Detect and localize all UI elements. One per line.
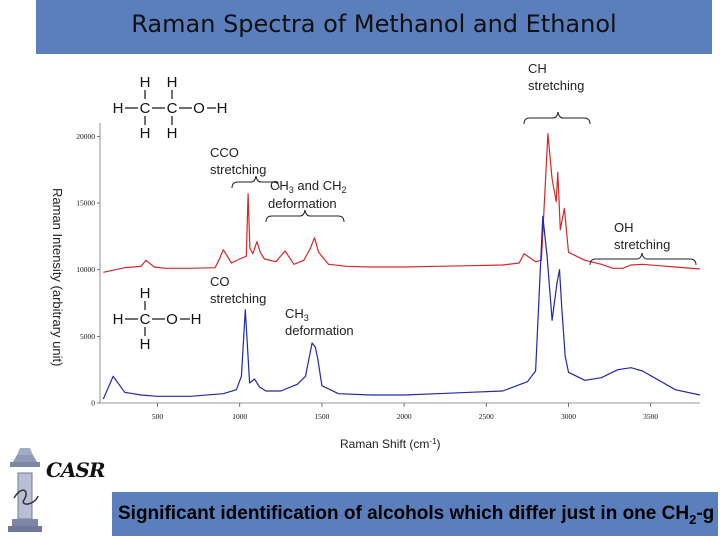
x-tick-label: 3000 <box>561 412 576 421</box>
x-tick-label: 3500 <box>643 412 658 421</box>
footer-caption: Significant identification of alcohols w… <box>118 503 715 527</box>
y-tick-label: 15000 <box>76 199 95 208</box>
methanol-h-right: H <box>191 311 202 328</box>
ethanol-h-bottom-1: H <box>140 125 151 142</box>
ethanol-h-top-1: H <box>140 74 151 91</box>
methanol-o: O <box>166 311 178 328</box>
svg-text:deformation: deformation <box>285 323 354 338</box>
x-tick-label: 2000 <box>397 412 412 421</box>
ethanol-structure: H H H C C O H H H <box>113 74 228 142</box>
annotation-ch3-deformation: CH3 deformation <box>285 306 354 338</box>
title-banner <box>36 0 712 54</box>
svg-text:stretching: stretching <box>210 291 266 306</box>
annotation-co-stretching: CO stretching <box>210 274 266 306</box>
ethanol-h-right: H <box>217 100 228 117</box>
y-axis-label: Raman Intensity (arbitrary unit) <box>50 188 65 366</box>
x-tick-label: 2500 <box>479 412 494 421</box>
y-tick-label: 10000 <box>76 265 95 274</box>
ethanol-h-bottom-2: H <box>167 125 178 142</box>
methanol-h-left: H <box>113 311 124 328</box>
svg-text:CCO: CCO <box>210 145 239 160</box>
annotation-ch-stretching-line1: CH <box>528 61 547 76</box>
svg-text:OH: OH <box>614 220 634 235</box>
footer-banner <box>112 492 718 536</box>
x-tick-label: 1500 <box>314 412 329 421</box>
ethanol-c2: C <box>167 100 178 117</box>
ethanol-c1: C <box>140 100 151 117</box>
annotation-cco-stretching: CCO stretching <box>210 145 280 189</box>
svg-text:CO: CO <box>210 274 230 289</box>
methanol-c: C <box>140 311 151 328</box>
slide-title: Raman Spectra of Methanol and Ethanol <box>131 10 617 38</box>
y-tick-label: 0 <box>91 399 95 408</box>
annotation-ch-stretching: CH stretching <box>523 61 591 125</box>
methanol-spectrum-line <box>102 215 701 400</box>
x-tick-label: 500 <box>152 412 164 421</box>
y-tick-label: 20000 <box>76 132 95 141</box>
annotation-oh-stretching: OH stretching <box>589 220 697 266</box>
svg-text:deformation: deformation <box>268 196 337 211</box>
casr-logo-icon <box>8 448 42 532</box>
methanol-h-bottom: H <box>140 336 151 353</box>
svg-text:CH3: CH3 <box>285 306 309 323</box>
ethanol-spectrum-line <box>103 133 701 273</box>
chart-axes <box>99 123 700 404</box>
svg-text:stretching: stretching <box>210 162 266 177</box>
ethanol-h-left: H <box>113 100 124 117</box>
annotation-ch3-ch2-deformation: CH3 and CH2 deformation <box>265 178 347 223</box>
x-axis-label: Raman Shift (cm-1) <box>340 437 440 451</box>
logo-text: CASR <box>46 458 105 482</box>
methanol-h-top: H <box>140 285 151 302</box>
methanol-structure: H H C O H H <box>113 285 202 353</box>
x-tick-label: 1000 <box>232 412 247 421</box>
svg-text:CH3 and CH2: CH3 and CH2 <box>270 178 347 195</box>
ethanol-h-top-2: H <box>167 74 178 91</box>
svg-text:stretching: stretching <box>614 237 670 252</box>
y-tick-label: 5000 <box>80 332 95 341</box>
annotation-ch-stretching-line2: stretching <box>528 78 584 93</box>
ethanol-o: O <box>193 100 205 117</box>
